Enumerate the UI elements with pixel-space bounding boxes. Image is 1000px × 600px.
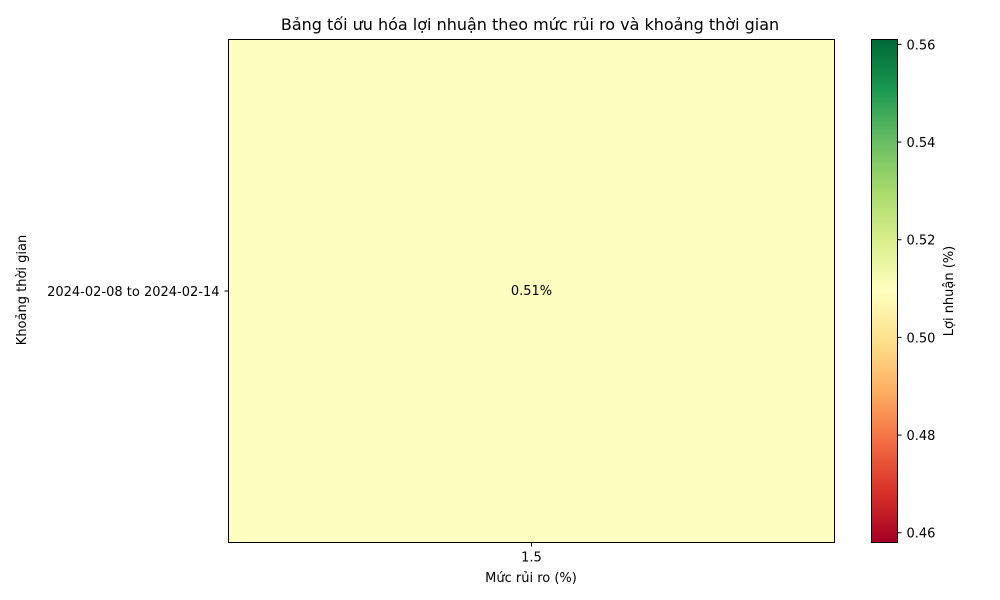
heatmap-cells: 0.51%	[228, 39, 835, 543]
colorbar-tick-label: 0.52	[907, 234, 936, 249]
x-tick-label: 1.5	[521, 551, 542, 566]
colorbar-ticks: 0.46 0.48 0.50 0.52 0.54 0.56	[897, 38, 936, 542]
cell-value-label: 0.51%	[511, 284, 552, 299]
colorbar-gradient	[871, 39, 898, 543]
colorbar-tick-label: 0.54	[907, 136, 936, 151]
heatmap-cell	[228, 39, 835, 543]
colorbar-tick-label: 0.56	[907, 38, 936, 53]
axis-ticks: 1.5 2024-02-08 to 2024-02-14	[47, 285, 542, 566]
colorbar-label: Lợi nhuận (%)	[942, 246, 957, 337]
x-axis-label: Mức rủi ro (%)	[485, 571, 577, 586]
colorbar-tick-label: 0.46	[907, 527, 936, 542]
colorbar: 0.46 0.48 0.50 0.52 0.54 0.56 Lợi nhuận (%)	[871, 38, 957, 543]
y-tick-label: 2024-02-08 to 2024-02-14	[47, 285, 219, 300]
y-axis-label: Khoảng thời gian	[15, 235, 30, 345]
colorbar-tick-label: 0.50	[907, 331, 936, 346]
chart-title: Bảng tối ưu hóa lợi nhuận theo mức rủi r…	[281, 15, 779, 34]
colorbar-tick-label: 0.48	[907, 429, 936, 444]
